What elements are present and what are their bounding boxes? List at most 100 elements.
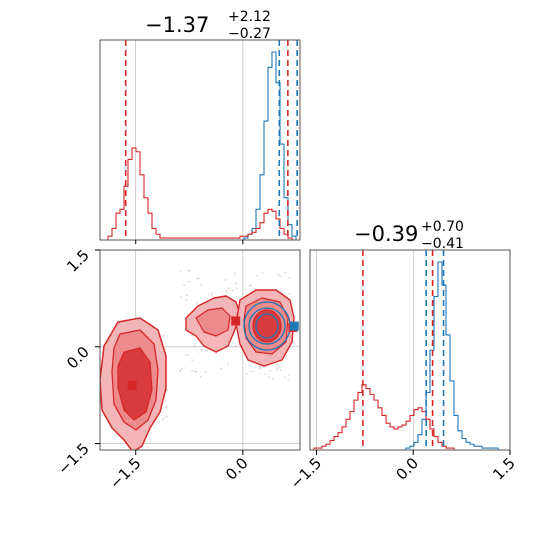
scatter-point xyxy=(288,374,291,376)
scatter-point xyxy=(266,365,269,368)
contour-layer xyxy=(100,250,300,450)
scatter-point xyxy=(188,270,191,272)
panel-p2-histogram xyxy=(309,249,511,451)
mode-marker-blue xyxy=(289,321,299,331)
scatter-point xyxy=(163,417,166,419)
tick-label-2d-x-0: −1.5 xyxy=(106,454,144,492)
scatter-point xyxy=(220,367,223,370)
scatter-point xyxy=(245,373,248,375)
scatter-point xyxy=(284,271,287,274)
scatter-point xyxy=(211,295,213,297)
scatter-point xyxy=(232,289,234,292)
title-p1-main: −1.37 xyxy=(145,13,209,37)
scatter-point xyxy=(285,357,287,359)
contour-blue-inner xyxy=(255,313,279,339)
scatter-point xyxy=(279,369,282,371)
scatter-point xyxy=(201,348,204,351)
tick-label-2d-y-2: 1.5 xyxy=(63,246,93,276)
scatter-point xyxy=(191,370,194,372)
scatter-point xyxy=(195,370,198,373)
scatter-point xyxy=(233,272,236,275)
scatter-point xyxy=(276,367,279,369)
scatter-point xyxy=(284,376,287,379)
scatter-point xyxy=(200,283,203,286)
scatter-point xyxy=(227,363,230,365)
scatter-point xyxy=(276,363,278,366)
hist-p2-red xyxy=(310,384,510,451)
scatter-point xyxy=(258,367,261,370)
scatter-point xyxy=(248,285,251,287)
mode-marker-red-low xyxy=(127,380,137,390)
scatter-point xyxy=(225,290,228,293)
scatter-point xyxy=(166,389,168,392)
tick-label-2d-x-1: 0.0 xyxy=(222,454,252,484)
scatter-point xyxy=(248,365,251,367)
scatter-point xyxy=(249,370,252,373)
panel-p1-p2-contour xyxy=(99,249,301,451)
title-p1-sup: +2.12 xyxy=(228,9,271,25)
scatter-point xyxy=(181,368,184,370)
scatter-point xyxy=(288,277,291,280)
scatter-point xyxy=(288,293,291,296)
scatter-point xyxy=(234,344,237,347)
scatter-point xyxy=(235,287,238,290)
scatter-point xyxy=(277,273,280,275)
mode-marker-red-mid xyxy=(231,316,241,326)
scatter-point xyxy=(264,373,266,375)
hist-p2-blue xyxy=(310,261,510,451)
contour-red-mid-inner xyxy=(195,307,231,337)
panel-p1-histogram xyxy=(99,39,301,241)
scatter-point xyxy=(250,284,252,286)
hist-p1-red xyxy=(100,147,300,241)
tick-label-p2-x-2: 1.5 xyxy=(489,454,519,484)
scatter-point xyxy=(185,299,188,301)
frame-p2-histogram xyxy=(309,249,511,451)
scatter-point xyxy=(235,282,237,285)
scatter-point xyxy=(280,291,282,293)
scatter-point xyxy=(165,406,168,408)
frame-p1-p2-contour xyxy=(99,249,301,451)
scatter-point xyxy=(206,349,209,351)
scatter-point xyxy=(204,370,207,373)
tick-label-2d-y-1: 0.0 xyxy=(63,343,93,373)
scatter-point xyxy=(276,369,279,371)
frame-p1-histogram xyxy=(99,39,301,241)
scatter-point xyxy=(184,353,187,356)
scatter-point xyxy=(195,301,198,304)
scatter-point xyxy=(183,284,186,286)
scatter-point xyxy=(185,294,188,297)
scatter-point xyxy=(180,296,183,299)
title-p2: −0.39 +0.70 −0.41 xyxy=(354,219,464,252)
scatter-point xyxy=(228,287,231,290)
title-p1-sub: −0.27 xyxy=(228,26,271,42)
scatter-point xyxy=(166,415,168,418)
scatter-point xyxy=(179,369,182,372)
scatter-point xyxy=(287,378,290,381)
scatter-point xyxy=(187,354,190,356)
scatter-point xyxy=(224,279,227,281)
title-p2-main: −0.39 xyxy=(354,222,418,246)
scatter-point xyxy=(162,419,164,422)
tick-label-p2-x-1: 0.0 xyxy=(392,454,422,484)
scatter-point xyxy=(187,281,190,283)
scatter-point xyxy=(267,376,270,379)
scatter-point xyxy=(269,369,272,372)
scatter-point xyxy=(272,377,274,380)
hist-p1-blue xyxy=(100,51,300,241)
scatter-point xyxy=(197,277,200,280)
scatter-point xyxy=(191,359,194,361)
tick-label-2d-y-0: −1.5 xyxy=(54,440,92,478)
scatter-point xyxy=(261,272,264,274)
scatter-point xyxy=(162,334,165,337)
scatter-point xyxy=(210,292,213,295)
tick-label-p2-x-0: −1.5 xyxy=(287,454,325,492)
scatter-point xyxy=(199,375,202,378)
scatter-point xyxy=(179,269,182,272)
scatter-point xyxy=(196,277,198,280)
scatter-point xyxy=(208,293,211,296)
title-p1: −1.37 +2.12 −0.27 xyxy=(145,9,271,42)
title-p2-sup: +0.70 xyxy=(421,219,464,235)
scatter-point xyxy=(279,275,281,277)
